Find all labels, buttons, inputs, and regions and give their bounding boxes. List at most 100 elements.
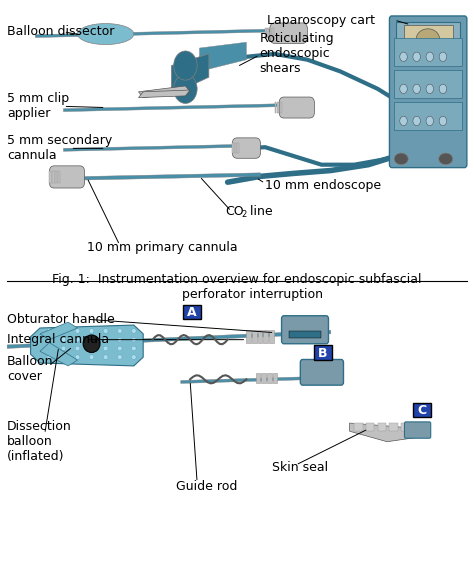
FancyBboxPatch shape bbox=[263, 330, 268, 343]
Polygon shape bbox=[7, 331, 331, 349]
FancyBboxPatch shape bbox=[261, 373, 266, 383]
Text: Roticulating
endoscopic
shears: Roticulating endoscopic shears bbox=[260, 32, 334, 76]
FancyBboxPatch shape bbox=[235, 143, 237, 153]
Text: Balloon
cover: Balloon cover bbox=[7, 355, 54, 383]
FancyBboxPatch shape bbox=[272, 28, 273, 38]
FancyBboxPatch shape bbox=[273, 373, 277, 383]
FancyBboxPatch shape bbox=[280, 103, 282, 113]
Text: 10 mm primary cannula: 10 mm primary cannula bbox=[87, 241, 237, 254]
Text: line: line bbox=[246, 205, 273, 218]
Ellipse shape bbox=[89, 346, 94, 351]
Polygon shape bbox=[64, 104, 293, 111]
Ellipse shape bbox=[413, 84, 420, 94]
FancyBboxPatch shape bbox=[277, 103, 279, 113]
FancyBboxPatch shape bbox=[183, 305, 201, 319]
Ellipse shape bbox=[89, 329, 94, 333]
FancyBboxPatch shape bbox=[258, 330, 262, 343]
Ellipse shape bbox=[61, 355, 66, 359]
Text: B: B bbox=[318, 346, 328, 360]
FancyBboxPatch shape bbox=[267, 28, 269, 38]
FancyBboxPatch shape bbox=[403, 25, 453, 53]
FancyBboxPatch shape bbox=[52, 171, 55, 183]
Text: Dissection
balloon
(inflated): Dissection balloon (inflated) bbox=[7, 420, 72, 463]
FancyBboxPatch shape bbox=[49, 166, 84, 188]
FancyBboxPatch shape bbox=[237, 143, 239, 153]
FancyBboxPatch shape bbox=[314, 346, 332, 360]
FancyBboxPatch shape bbox=[252, 330, 257, 343]
Ellipse shape bbox=[89, 355, 94, 359]
FancyBboxPatch shape bbox=[246, 330, 251, 343]
FancyBboxPatch shape bbox=[354, 423, 363, 431]
Text: 2: 2 bbox=[242, 210, 247, 219]
Ellipse shape bbox=[439, 153, 453, 165]
Ellipse shape bbox=[61, 338, 66, 342]
FancyBboxPatch shape bbox=[413, 403, 431, 417]
FancyBboxPatch shape bbox=[269, 330, 273, 343]
Polygon shape bbox=[40, 343, 78, 366]
Ellipse shape bbox=[413, 52, 420, 62]
Polygon shape bbox=[181, 376, 340, 383]
FancyBboxPatch shape bbox=[394, 70, 462, 98]
FancyBboxPatch shape bbox=[270, 28, 271, 38]
Text: 10 mm endoscope: 10 mm endoscope bbox=[265, 179, 381, 192]
Text: CO: CO bbox=[225, 205, 244, 218]
FancyBboxPatch shape bbox=[289, 332, 321, 339]
Text: Fig. 1:  Instrumentation overview for endoscopic subfascial
        perforator i: Fig. 1: Instrumentation overview for end… bbox=[52, 272, 422, 301]
Polygon shape bbox=[35, 29, 284, 38]
Polygon shape bbox=[31, 325, 143, 366]
Text: C: C bbox=[417, 404, 427, 417]
FancyBboxPatch shape bbox=[274, 103, 276, 113]
Ellipse shape bbox=[131, 355, 136, 359]
Text: 5 mm clip
applier: 5 mm clip applier bbox=[7, 93, 69, 120]
Ellipse shape bbox=[118, 346, 122, 351]
FancyBboxPatch shape bbox=[390, 16, 467, 168]
FancyBboxPatch shape bbox=[49, 171, 52, 183]
Text: Balloon dissector: Balloon dissector bbox=[7, 25, 115, 38]
Ellipse shape bbox=[75, 355, 80, 359]
FancyBboxPatch shape bbox=[265, 28, 266, 38]
Ellipse shape bbox=[118, 329, 122, 333]
Ellipse shape bbox=[103, 338, 108, 342]
FancyBboxPatch shape bbox=[256, 373, 260, 383]
FancyBboxPatch shape bbox=[282, 316, 328, 344]
FancyBboxPatch shape bbox=[390, 423, 398, 431]
Ellipse shape bbox=[78, 23, 134, 45]
Ellipse shape bbox=[416, 29, 440, 50]
FancyBboxPatch shape bbox=[279, 97, 314, 118]
Ellipse shape bbox=[413, 116, 420, 125]
Text: Laparoscopy cart: Laparoscopy cart bbox=[267, 13, 375, 26]
Ellipse shape bbox=[173, 51, 197, 80]
Text: 5 mm secondary
cannula: 5 mm secondary cannula bbox=[7, 134, 112, 162]
Ellipse shape bbox=[439, 84, 447, 94]
FancyBboxPatch shape bbox=[58, 171, 60, 183]
FancyBboxPatch shape bbox=[267, 373, 272, 383]
FancyBboxPatch shape bbox=[404, 422, 431, 438]
Ellipse shape bbox=[426, 52, 434, 62]
Ellipse shape bbox=[173, 74, 197, 104]
Ellipse shape bbox=[103, 329, 108, 333]
Ellipse shape bbox=[400, 84, 407, 94]
Ellipse shape bbox=[400, 116, 407, 125]
Ellipse shape bbox=[400, 52, 407, 62]
FancyBboxPatch shape bbox=[394, 38, 462, 66]
Ellipse shape bbox=[47, 355, 52, 359]
FancyBboxPatch shape bbox=[366, 423, 374, 431]
Polygon shape bbox=[138, 86, 190, 98]
Text: Obturator handle: Obturator handle bbox=[7, 313, 115, 326]
Polygon shape bbox=[138, 90, 190, 98]
Ellipse shape bbox=[103, 346, 108, 351]
FancyBboxPatch shape bbox=[378, 423, 386, 431]
Ellipse shape bbox=[439, 116, 447, 125]
Ellipse shape bbox=[426, 116, 434, 125]
Text: Skin seal: Skin seal bbox=[272, 461, 328, 475]
FancyBboxPatch shape bbox=[394, 102, 462, 130]
Ellipse shape bbox=[426, 84, 434, 94]
FancyBboxPatch shape bbox=[232, 143, 234, 153]
Ellipse shape bbox=[75, 346, 80, 351]
Ellipse shape bbox=[47, 329, 52, 333]
Ellipse shape bbox=[131, 346, 136, 351]
Ellipse shape bbox=[131, 329, 136, 333]
Ellipse shape bbox=[47, 338, 52, 342]
Ellipse shape bbox=[118, 355, 122, 359]
Ellipse shape bbox=[75, 338, 80, 342]
